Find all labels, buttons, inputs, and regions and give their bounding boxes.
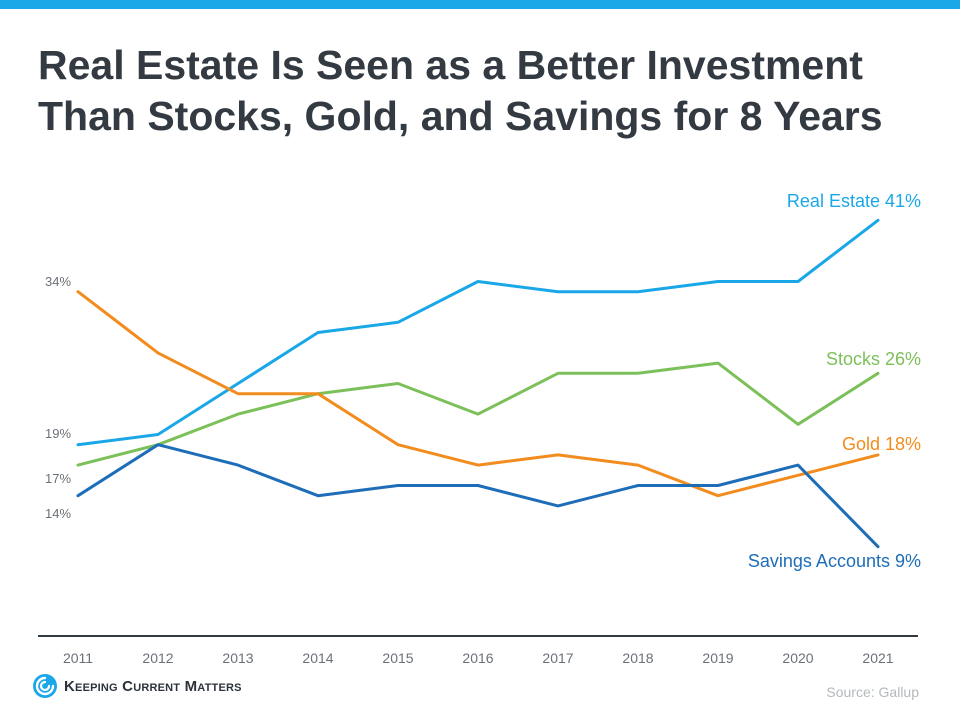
x-tick-label-2012: 2012 [142, 650, 173, 666]
x-tick-labels: 2011 2012 2013 2014 2015 2016 2017 2018 2019 2020… [63, 650, 894, 666]
start-value-labels: 34% 19% 17% 14% [45, 274, 71, 521]
x-tick-label-2016: 2016 [462, 650, 493, 666]
page-title: Real Estate Is Seen as a Better Investme… [38, 40, 938, 142]
logo-wordmark: Keeping Current Matters [64, 677, 242, 695]
x-tick-label-2021: 2021 [862, 650, 893, 666]
series-line-savings-accounts [76, 443, 880, 549]
series-line-stocks [76, 361, 880, 467]
series-line-gold [76, 290, 880, 498]
x-tick-label-2014: 2014 [302, 650, 333, 666]
x-tick-label-2011: 2011 [63, 650, 93, 666]
kcm-logo: Keeping Current Matters [32, 672, 242, 700]
title-line-2: Than Stocks, Gold, and Savings for 8 Yea… [38, 93, 883, 139]
end-label-stocks: Stocks 26% [826, 349, 921, 369]
x-tick-label-2019: 2019 [702, 650, 733, 666]
title-line-1: Real Estate Is Seen as a Better Investme… [38, 42, 863, 88]
top-accent-bar [0, 0, 960, 9]
start-label-17: 17% [45, 471, 71, 486]
series-end-labels: Real Estate 41% Stocks 26% Gold 18% Savings… [748, 191, 921, 571]
end-label-savings-accounts: Savings Accounts 9% [748, 551, 921, 571]
source-note: Source: Gallup [826, 684, 919, 700]
series-line-real-estate [76, 218, 880, 447]
end-label-real-estate: Real Estate 41% [787, 191, 921, 211]
x-tick-label-2017: 2017 [542, 650, 573, 666]
x-tick-label-2020: 2020 [782, 650, 813, 666]
series-layer [76, 218, 880, 549]
spiral-logo-icon [33, 674, 57, 698]
x-tick-label-2018: 2018 [622, 650, 653, 666]
x-tick-label-2013: 2013 [222, 650, 253, 666]
end-label-gold: Gold 18% [842, 434, 921, 454]
start-label-34: 34% [45, 274, 71, 289]
start-label-19: 19% [45, 426, 71, 441]
x-tick-label-2015: 2015 [382, 650, 413, 666]
start-label-14: 14% [45, 506, 71, 521]
